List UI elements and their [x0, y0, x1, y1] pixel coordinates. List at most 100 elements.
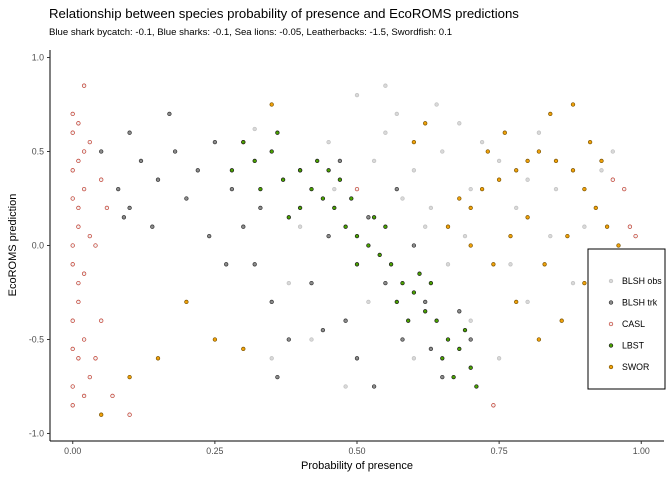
- point-casl: [99, 177, 104, 182]
- point-casl: [354, 186, 360, 192]
- point-lbst: [349, 196, 354, 201]
- point-casl: [93, 243, 98, 248]
- x-tick-label: 0.00: [64, 446, 81, 456]
- point-swor: [593, 205, 598, 211]
- legend-items: BLSH obs BLSH trk CASL LBST SWOR: [608, 276, 662, 372]
- point-casl: [627, 224, 633, 229]
- point-casl: [76, 299, 81, 305]
- point-lbst: [423, 309, 428, 314]
- point-swor: [514, 168, 519, 173]
- point-blsh-obs: [496, 158, 502, 164]
- point-lbst: [275, 130, 280, 135]
- point-lbst: [440, 356, 445, 361]
- point-blsh-obs: [354, 92, 360, 98]
- point-lbst: [366, 243, 371, 248]
- point-blsh-obs: [496, 356, 502, 361]
- point-blsh-obs: [514, 205, 519, 211]
- x-tick-label: 0.25: [206, 446, 223, 456]
- point-blsh-obs: [252, 126, 257, 132]
- point-swor: [468, 205, 473, 211]
- point-lbst: [428, 280, 434, 286]
- point-blsh-trk: [212, 139, 218, 145]
- point-blsh-obs: [332, 186, 337, 192]
- point-casl: [81, 393, 87, 399]
- point-casl: [76, 280, 81, 286]
- point-blsh-obs: [383, 130, 388, 135]
- x-tick-label: 0.75: [491, 446, 508, 456]
- point-blsh-trk: [411, 243, 417, 248]
- point-lbst: [252, 158, 257, 164]
- point-blsh-obs: [445, 262, 451, 267]
- point-casl: [81, 83, 87, 88]
- point-blsh-trk: [354, 356, 360, 361]
- point-lbst: [400, 280, 405, 286]
- point-swor: [582, 280, 587, 286]
- point-blsh-trk: [343, 318, 348, 323]
- point-blsh-trk: [116, 186, 121, 192]
- point-swor: [269, 102, 274, 107]
- point-lbst: [457, 346, 462, 352]
- point-casl: [70, 196, 75, 201]
- point-casl: [76, 205, 81, 211]
- point-lbst: [315, 158, 320, 164]
- legend-label-swor: SWOR: [622, 362, 649, 372]
- point-blsh-trk: [155, 177, 161, 182]
- x-tick-label: 1.00: [633, 446, 650, 456]
- points-layer: [70, 83, 638, 417]
- point-blsh-obs: [508, 262, 513, 267]
- point-casl: [70, 111, 75, 117]
- point-casl: [70, 403, 75, 408]
- point-casl: [93, 356, 98, 361]
- legend-label-casl: CASL: [622, 319, 645, 329]
- point-blsh-trk: [457, 309, 462, 314]
- point-blsh-obs: [326, 139, 331, 145]
- point-blsh-trk: [258, 205, 263, 211]
- point-blsh-obs: [371, 158, 377, 164]
- point-blsh-obs: [286, 280, 291, 286]
- point-casl: [81, 149, 87, 154]
- point-swor: [457, 196, 462, 201]
- legend-box: [587, 248, 666, 390]
- point-swor: [468, 243, 473, 248]
- y-tick-label: 0.0: [32, 241, 44, 251]
- point-casl: [81, 271, 87, 276]
- point-swor: [491, 262, 496, 267]
- point-swor: [536, 337, 542, 342]
- point-blsh-obs: [582, 224, 587, 229]
- point-casl: [87, 233, 92, 239]
- legend-key-lbst: [608, 343, 614, 348]
- point-blsh-trk: [400, 337, 405, 342]
- point-lbst: [326, 168, 331, 173]
- point-lbst: [354, 262, 360, 267]
- point-blsh-trk: [121, 215, 127, 220]
- point-lbst: [241, 139, 246, 145]
- point-swor: [616, 243, 621, 248]
- point-casl: [81, 186, 87, 192]
- point-swor: [553, 158, 559, 164]
- point-casl: [76, 121, 81, 126]
- point-swor: [127, 374, 132, 380]
- point-blsh-obs: [570, 280, 576, 286]
- point-swor: [525, 158, 530, 164]
- point-blsh-trk: [468, 337, 473, 342]
- point-blsh-trk: [394, 186, 399, 192]
- point-blsh-trk: [309, 280, 314, 286]
- point-casl: [70, 262, 75, 267]
- point-casl: [70, 130, 75, 135]
- point-blsh-obs: [462, 233, 468, 239]
- point-swor: [445, 224, 451, 229]
- point-swor: [599, 158, 604, 164]
- point-casl: [81, 337, 87, 342]
- point-lbst: [280, 177, 286, 182]
- chart-subtitle: Blue shark bycatch: -0.1, Blue sharks: -…: [49, 27, 453, 38]
- point-swor: [548, 111, 553, 117]
- point-blsh-trk: [224, 262, 229, 267]
- point-blsh-trk: [428, 346, 434, 352]
- point-swor: [582, 186, 587, 192]
- point-blsh-trk: [127, 205, 132, 211]
- point-blsh-trk: [383, 280, 388, 286]
- point-swor: [184, 299, 189, 305]
- point-blsh-trk: [440, 374, 445, 380]
- point-blsh-obs: [428, 205, 434, 211]
- point-swor: [212, 337, 218, 342]
